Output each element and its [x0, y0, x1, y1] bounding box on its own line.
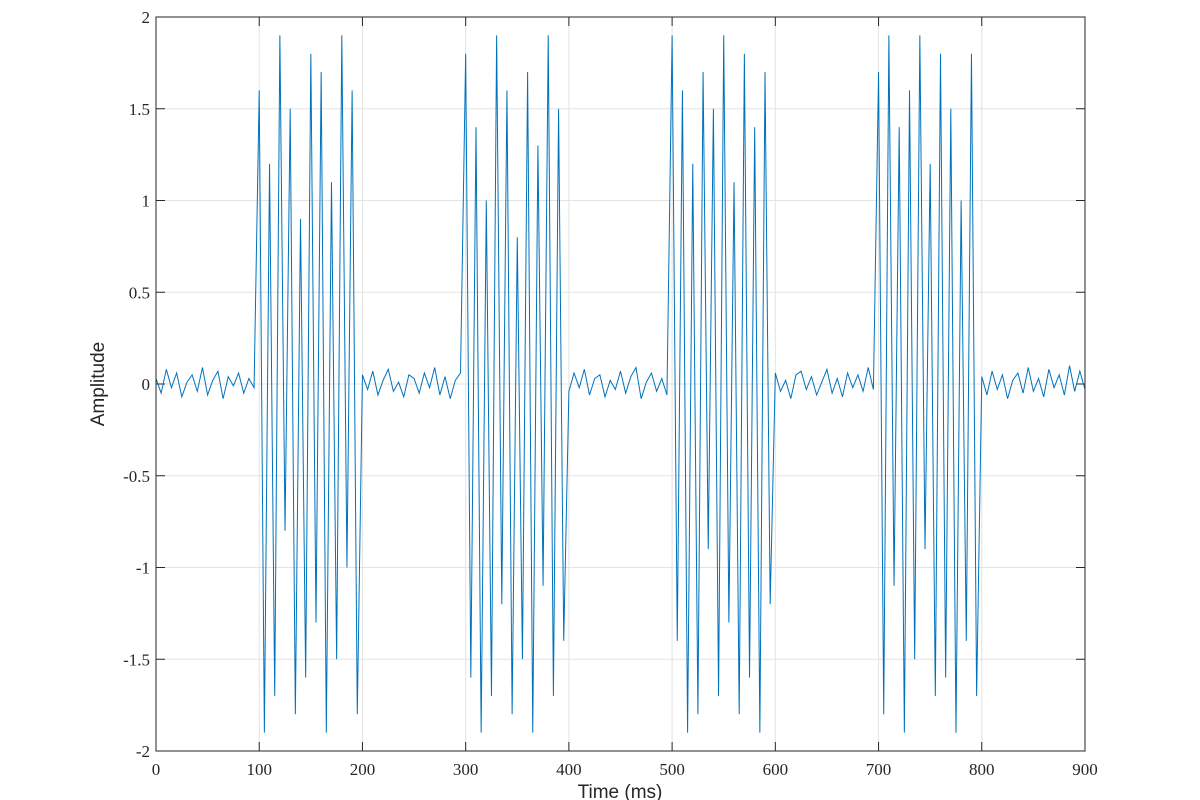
x-tick-label: 900: [1072, 760, 1098, 779]
x-tick-label: 0: [152, 760, 161, 779]
y-tick-label: 2: [142, 8, 151, 27]
y-tick-label: -1: [136, 559, 150, 578]
x-tick-label: 400: [556, 760, 582, 779]
y-tick-label: 0: [142, 375, 151, 394]
y-tick-label: 1: [142, 192, 151, 211]
y-tick-label: 0.5: [129, 283, 150, 302]
y-tick-label: 1.5: [129, 100, 150, 119]
x-tick-label: 500: [659, 760, 685, 779]
plot-frame: [155, 16, 1086, 752]
y-tick-label: -1.5: [123, 650, 150, 669]
x-tick-label: 800: [969, 760, 995, 779]
x-tick-label: 300: [453, 760, 479, 779]
y-axis-label: Amplitude: [88, 342, 109, 427]
x-axis-label: Time (ms): [578, 782, 663, 800]
x-tick-label: 600: [763, 760, 789, 779]
y-tick-label: -2: [136, 742, 150, 761]
x-tick-label: 100: [246, 760, 272, 779]
y-tick-label: -0.5: [123, 467, 150, 486]
x-tick-label: 200: [350, 760, 376, 779]
x-tick-label: 700: [866, 760, 892, 779]
signal-line: [155, 35, 1086, 733]
